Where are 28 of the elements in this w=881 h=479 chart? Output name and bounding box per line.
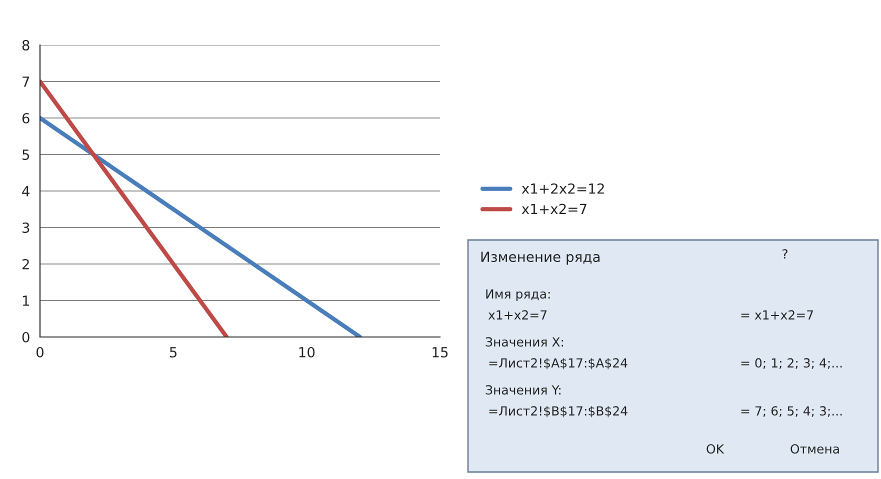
text: Изменение ряда	[481, 252, 600, 265]
text: Отмена	[790, 444, 839, 454]
legend-label: x1+x2=7	[522, 204, 586, 214]
y-tick-label: 4	[22, 186, 30, 196]
text: ?	[782, 249, 788, 258]
y-tick-label: 2	[22, 258, 29, 270]
text: = x1+x2=7	[741, 310, 813, 320]
text: x1+x2=7	[488, 310, 547, 320]
y-tick-label: 1	[22, 296, 29, 306]
legend-label: x1+2x2=12	[522, 183, 604, 194]
text: Значения Y:	[486, 385, 560, 395]
y-tick-label: 7	[22, 76, 30, 87]
y-tick-label: 0	[22, 332, 30, 342]
y-tick-label: 6	[22, 112, 30, 124]
x-tick-label: 15	[432, 347, 448, 358]
y-tick-label: 8	[22, 40, 30, 50]
y-tick-label: 3	[22, 222, 30, 233]
text: =Лист2!$B$17:$B$24	[489, 406, 628, 418]
text: = 7; 6; 5; 4; 3;...	[741, 406, 842, 417]
text: =Лист2!$A$17:$A$24	[489, 358, 628, 370]
text: Значения X:	[486, 337, 564, 347]
text: Имя ряда:	[486, 289, 550, 302]
text: OK	[706, 444, 724, 454]
text: = 0; 1; 2; 3; 4;...	[741, 358, 842, 369]
x-tick-label: 5	[170, 347, 177, 358]
y-tick-label: 5	[22, 150, 30, 160]
x-tick-label: 0	[36, 346, 44, 358]
x-tick-label: 10	[299, 346, 315, 358]
